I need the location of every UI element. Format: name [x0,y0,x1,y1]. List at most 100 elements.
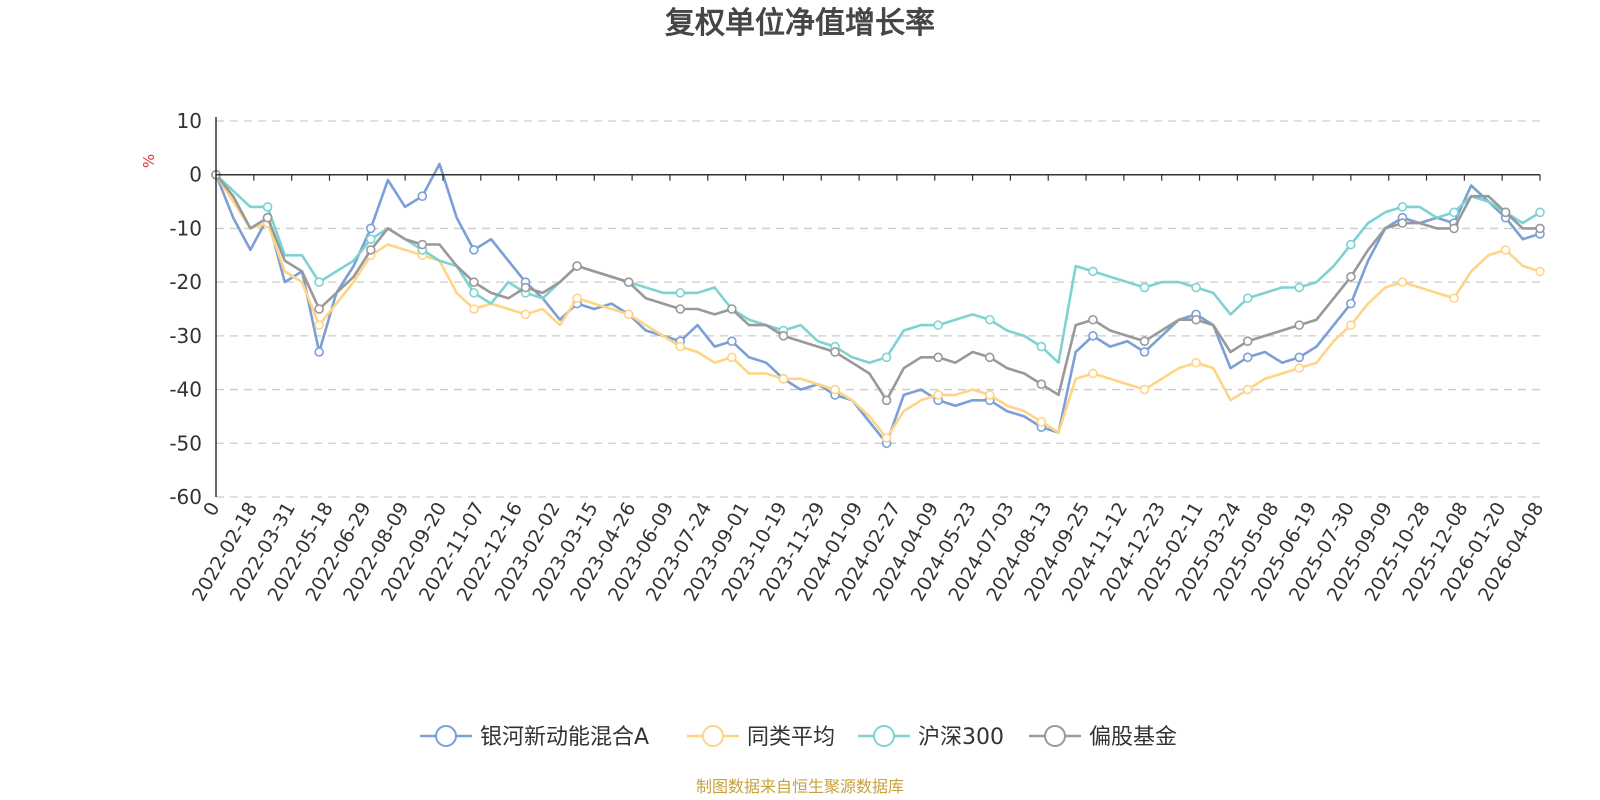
series-point [1139,282,1150,293]
series-point [778,374,789,384]
series-point [1500,207,1511,218]
series-point [933,352,943,363]
series-point [1242,352,1253,363]
series-point [314,304,324,314]
series-point [1088,266,1098,277]
series-point [675,288,686,298]
series-point [1139,384,1150,395]
legend-item-3[interactable]: 偏股基金 [1029,725,1177,750]
series-line-1 [214,173,1541,440]
series-point [417,191,428,201]
series-point [675,304,686,314]
series-point [933,390,943,400]
series-point [1449,223,1459,234]
series-point [881,395,892,406]
x-tick-label: 0 [199,499,224,520]
plot-area [211,162,1545,449]
series-point [262,202,273,212]
series-point [1397,218,1408,228]
series-point [1294,363,1305,373]
series-point [1535,266,1545,277]
series-point [314,320,324,330]
series-point [1139,347,1150,357]
series-point [572,293,582,304]
y-tick-label: -20 [169,270,202,294]
legend-label: 同类平均 [747,725,835,750]
grid [216,120,1540,498]
series-point [1242,384,1253,395]
series-point [1500,245,1511,255]
series-point [469,288,479,298]
series-point [1242,336,1253,347]
series-point [1294,352,1305,363]
series-line-2 [215,173,1541,364]
legend-label: 沪深300 [918,725,1004,750]
y-tick-label: -10 [169,216,202,240]
series-point [1449,207,1459,218]
y-tick-label: -60 [169,485,202,509]
series-point [1036,379,1047,390]
series-point [365,223,376,234]
legend-marker [435,725,457,747]
series-point [984,352,995,363]
series-point [1449,293,1459,304]
series-point [623,309,634,320]
series-point [1139,336,1150,347]
y-axis-unit: % [140,154,158,168]
series-point [778,331,789,341]
series-point [469,304,479,314]
series-point [1036,341,1047,352]
y-tick-label: -30 [169,324,202,348]
series-point [1346,271,1356,282]
series-point [727,304,737,314]
source-note: 制图数据来自恒生聚源数据库 [696,777,904,796]
legend-marker [1044,725,1066,747]
series-point [1088,314,1098,325]
series-point [675,341,686,352]
legend: 银河新动能混合A 同类平均 沪深300 偏股基金 [420,725,1177,750]
series-point [365,245,376,255]
series-point [469,277,479,287]
series-point [1535,223,1545,234]
y-tick-label: 10 [177,109,202,133]
series-point [520,309,531,320]
legend-label: 银河新动能混合A [480,725,649,750]
series-point [572,261,582,271]
series-point [1535,207,1545,218]
series-point [417,239,428,250]
legend-item-1[interactable]: 同类平均 [687,725,835,750]
series-point [881,433,892,443]
series-point [1397,202,1408,212]
series-point [1294,320,1305,330]
series-point [1191,357,1201,368]
series-point [727,336,737,347]
series-point [1088,368,1098,379]
series-point [1036,416,1047,427]
series-point [1346,239,1356,250]
series-point [1088,331,1098,341]
legend-label: 偏股基金 [1089,725,1177,750]
series-point [984,314,995,325]
legend-item-2[interactable]: 沪深300 [858,725,1004,750]
series-point [365,234,376,244]
series-point [1191,314,1201,325]
series-point [520,282,531,293]
series-point [314,347,324,357]
series-line-3 [214,173,1540,402]
axes: 100-10-20-30-40-50-6002022-02-182022-03-… [169,109,1548,605]
series-point [314,277,324,287]
series-point [830,347,840,357]
series-point [623,277,634,287]
legend-item-0[interactable]: 银河新动能混合A [420,725,649,750]
series-point [1294,282,1305,293]
series-point [933,320,943,330]
series-point [1346,298,1356,309]
series-line-0 [214,162,1541,445]
series-point [1242,293,1253,304]
chart-title: 复权单位净值增长率 [665,6,935,41]
y-tick-label: -50 [169,431,202,455]
series-point [881,352,892,363]
series-point [830,384,840,395]
series-point [1346,320,1356,330]
